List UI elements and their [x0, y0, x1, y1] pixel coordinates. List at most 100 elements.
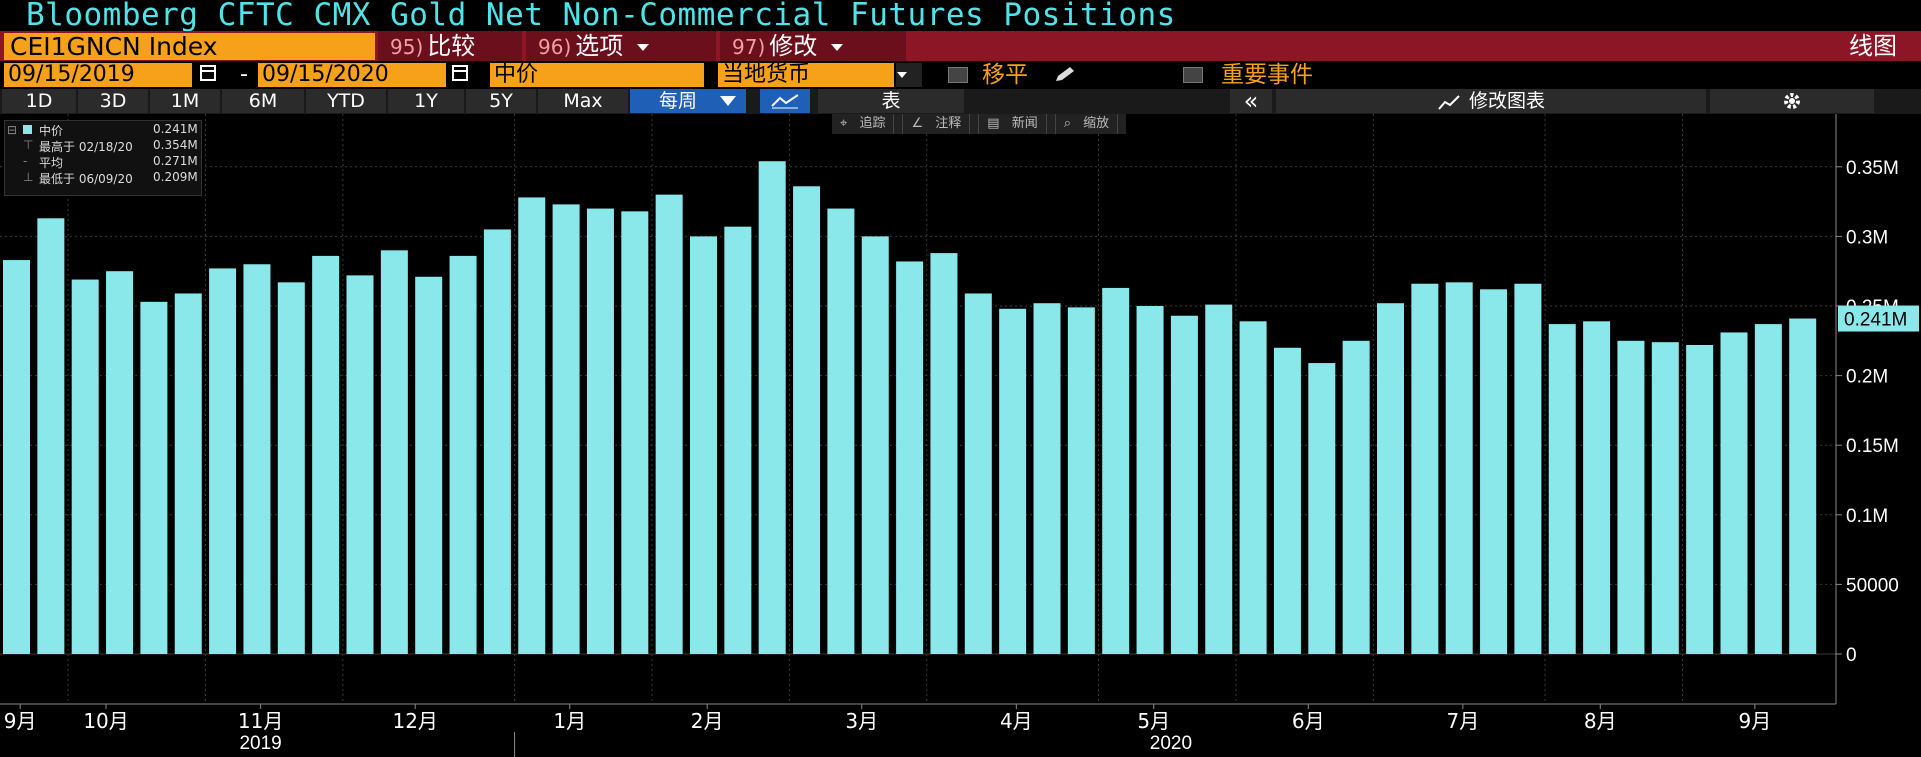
period-tab-1y[interactable]: 1Y [388, 89, 464, 113]
bar [1686, 344, 1714, 654]
legend-collapse-icon[interactable]: ⊟ [7, 123, 18, 137]
period-tab-ytd[interactable]: YTD [306, 89, 386, 113]
start-date-field[interactable]: 09/15/2019 [4, 63, 192, 87]
year-label: 2020 [1150, 733, 1192, 754]
bar [1136, 306, 1164, 654]
bar [930, 253, 958, 654]
bar [1067, 307, 1095, 654]
chevron-down-icon [897, 72, 907, 78]
shift-label: 移平 [982, 62, 1028, 88]
zoom-tool-label: 缩放 [1075, 114, 1119, 134]
annotate-tool-label: 注释 [927, 114, 971, 134]
shift-checkbox[interactable] [948, 67, 968, 83]
end-date-field[interactable]: 09/15/2020 [258, 63, 446, 87]
bar [1411, 283, 1439, 654]
chevron-down-icon [831, 43, 844, 51]
y-tick-label: 0.35M [1846, 158, 1899, 179]
bar [1205, 304, 1233, 654]
x-tick-label: 9月 [1738, 709, 1771, 733]
events-checkbox[interactable] [1183, 67, 1203, 83]
title-bar: Bloomberg CFTC CMX Gold Net Non-Commerci… [0, 0, 1921, 33]
calendar-icon[interactable] [200, 65, 216, 81]
track-tool-label: 追踪 [851, 114, 895, 134]
options-menu-button[interactable]: 96) 选项 [526, 31, 716, 61]
bar [999, 308, 1027, 654]
bar [1548, 324, 1576, 654]
bar [861, 236, 889, 654]
bar [209, 268, 237, 654]
news-tool[interactable]: ▤ 新闻 [979, 114, 1056, 134]
bar [1102, 287, 1130, 654]
edit-chart-button[interactable]: 修改图表 [1276, 89, 1706, 113]
average-marker-icon: - [23, 154, 28, 168]
year-label: 2019 [239, 733, 281, 754]
x-tick-label: 3月 [845, 709, 878, 733]
bar [1754, 324, 1782, 654]
low-marker-icon: ⊥ [23, 170, 34, 184]
period-tab-6m[interactable]: 6M [222, 89, 304, 113]
annotate-tool[interactable]: ∠ 注释 [903, 114, 980, 134]
high-marker-icon: ⊤ [23, 138, 34, 152]
legend-series-name: 中价 [39, 124, 64, 138]
x-tick-label: 6月 [1292, 709, 1325, 733]
bar [174, 293, 202, 654]
gear-icon [1784, 93, 1800, 109]
bar [1720, 332, 1748, 654]
x-tick-label: 8月 [1584, 709, 1617, 733]
modify-menu-number: 97) [732, 35, 766, 59]
bar [312, 255, 340, 654]
bar [37, 218, 65, 654]
modify-menu-button[interactable]: 97) 修改 [720, 31, 906, 61]
period-tab-1m[interactable]: 1M [150, 89, 220, 113]
bar [71, 279, 99, 654]
ticker-field[interactable]: CEI1GNCN Index [4, 33, 375, 60]
x-tick-label: 9月 [4, 709, 37, 733]
chart-type-button[interactable]: 线图 [1849, 32, 1897, 60]
bar [1273, 347, 1301, 654]
bar [483, 229, 511, 654]
legend-high-label: 最高于 02/18/20 [39, 140, 133, 154]
bar [277, 282, 305, 654]
bar [449, 255, 477, 654]
pencil-icon[interactable] [1052, 66, 1078, 84]
currency-dropdown-button[interactable] [896, 63, 922, 87]
line-chart-toggle[interactable] [760, 89, 810, 113]
settings-button[interactable] [1710, 89, 1874, 113]
period-tab-5y[interactable]: 5Y [466, 89, 536, 113]
chart-legend: ⊟ 中价 0.241M ⊤ 最高于 02/18/20 0.354M - 平均 0… [4, 120, 202, 196]
collapse-button[interactable]: « [1230, 89, 1272, 113]
bar [1480, 289, 1508, 654]
bar [552, 204, 580, 654]
period-tab-3d[interactable]: 3D [78, 89, 148, 113]
price-field-select[interactable]: 中价 [490, 63, 704, 87]
x-tick-label: 10月 [83, 709, 128, 733]
period-tab-1d[interactable]: 1D [2, 89, 76, 113]
legend-high-value: 0.354M [153, 138, 198, 152]
bar [896, 261, 924, 654]
legend-swatch [23, 125, 32, 134]
x-tick-label: 11月 [238, 709, 283, 733]
track-tool[interactable]: ⌖ 追踪 [832, 114, 904, 134]
bar [415, 276, 443, 654]
x-tick-label: 4月 [1000, 709, 1033, 733]
x-tick-label: 12月 [392, 709, 437, 733]
y-tick-label: 0 [1846, 645, 1857, 666]
options-menu-label: 选项 [575, 32, 624, 60]
bar [1033, 303, 1061, 654]
bar [1583, 321, 1611, 654]
bar-chart: 0.35M0.3M0.25M0.2M0.15M0.1M5000009月10月11… [0, 114, 1919, 757]
last-value-tag [1838, 305, 1919, 332]
zoom-tool[interactable]: ⌕ 缩放 [1056, 114, 1126, 134]
y-tick-label: 0.2M [1846, 367, 1888, 388]
chart-toolbar: ⌖ 追踪 ∠ 注释 ▤ 新闻 ⌕ 缩放 [832, 114, 1127, 134]
currency-select[interactable]: 当地货币 [718, 63, 894, 87]
bar [1514, 283, 1542, 654]
bar [1342, 340, 1370, 654]
edit-chart-label: 修改图表 [1468, 90, 1545, 112]
table-view-button[interactable]: 表 [818, 89, 964, 113]
frequency-select[interactable]: 每周 [630, 89, 746, 113]
period-tab-max[interactable]: Max [538, 89, 628, 113]
x-tick-label: 2月 [691, 709, 724, 733]
compare-menu-button[interactable]: 95) 比较 [378, 31, 522, 61]
calendar-icon[interactable] [452, 65, 468, 81]
